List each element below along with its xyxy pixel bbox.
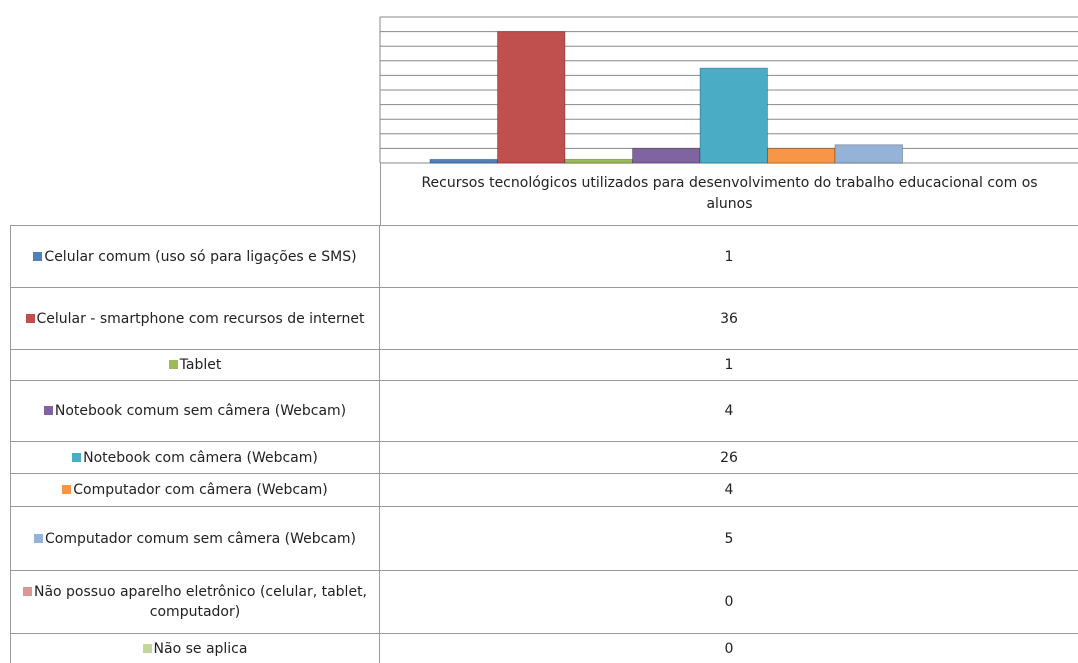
value-cell: 0 [724,640,734,657]
legend-label: Celular - smartphone com recursos de int… [25,309,365,329]
legend-text: Celular - smartphone com recursos de int… [36,310,365,327]
legend-label: Não se aplica [142,639,248,659]
legend-cell: Não possuo aparelho eletrônico (celular,… [10,571,380,633]
bar [834,144,903,164]
value-cell: 4 [724,482,734,498]
legend-marker [34,533,43,543]
legend-label: Computador com câmera (Webcam) [62,480,328,500]
value-cell: 1 [724,248,734,265]
value-cell: 0 [724,594,734,610]
table-row: Celular - smartphone com recursos de int… [10,287,1078,349]
table-row: Tablet 1 [10,349,1078,380]
legend-cell: Computador comum sem câmera (Webcam) [10,507,380,570]
legend-label: Não possuo aparelho eletrônico (celular,… [15,582,375,622]
value-cell: 36 [720,310,738,327]
legend-cell: Não se aplica [10,634,380,663]
legend-cell: Celular comum (uso só para ligações e SM… [10,226,380,287]
value-cell: 26 [720,449,738,466]
legend-text: Tablet [179,357,222,373]
table-row: Não se aplica 0 [10,633,1078,663]
table-row: Celular comum (uso só para ligações e SM… [10,225,1078,287]
legend-label: Notebook com câmera (Webcam) [72,448,318,468]
value-cell: 4 [724,403,734,419]
legend-cell: Notebook comum sem câmera (Webcam) [10,381,380,441]
legend-marker [33,251,43,261]
legend-text: Notebook com câmera (Webcam) [83,449,318,466]
table-row: Computador comum sem câmera (Webcam) 5 [10,506,1078,570]
legend-label: Notebook comum sem câmera (Webcam) [43,401,347,421]
legend-label: Computador comum sem câmera (Webcam) [34,529,356,549]
legend-marker [168,360,178,369]
legend-text: Notebook comum sem câmera (Webcam) [54,403,347,419]
table-row: Computador com câmera (Webcam) 4 [10,473,1078,506]
legend-label: Celular comum (uso só para ligações e SM… [33,247,357,267]
value-cell: 5 [724,530,734,547]
bar [767,147,836,164]
chart [379,16,1078,164]
legend-text: Não possuo aparelho eletrônico (celular,… [33,584,368,620]
legend-marker [25,313,35,323]
table-row: Notebook comum sem câmera (Webcam) 4 [10,380,1078,441]
legend-marker [43,406,53,415]
bar [497,31,566,164]
table-row: Não possuo aparelho eletrônico (celular,… [10,570,1078,633]
legend-text: Computador com câmera (Webcam) [73,482,328,498]
legend-cell: Celular - smartphone com recursos de int… [10,288,380,349]
legend-marker [22,587,32,596]
bar [699,67,768,164]
legend-marker [142,643,152,653]
legend-cell: Computador com câmera (Webcam) [10,474,380,506]
legend-label: Tablet [168,355,222,375]
bar [632,147,701,164]
category-label: Recursos tecnológicos utilizados para de… [380,163,1078,225]
legend-text: Computador comum sem câmera (Webcam) [45,530,356,547]
legend-marker [72,452,82,462]
legend-marker [62,485,72,494]
value-cell: 1 [724,357,734,373]
legend-cell: Notebook com câmera (Webcam) [10,442,380,473]
legend-text: Não se aplica [153,640,248,657]
legend-text: Celular comum (uso só para ligações e SM… [44,248,357,265]
legend-cell: Tablet [10,350,380,380]
table-row: Notebook com câmera (Webcam) 26 [10,441,1078,473]
